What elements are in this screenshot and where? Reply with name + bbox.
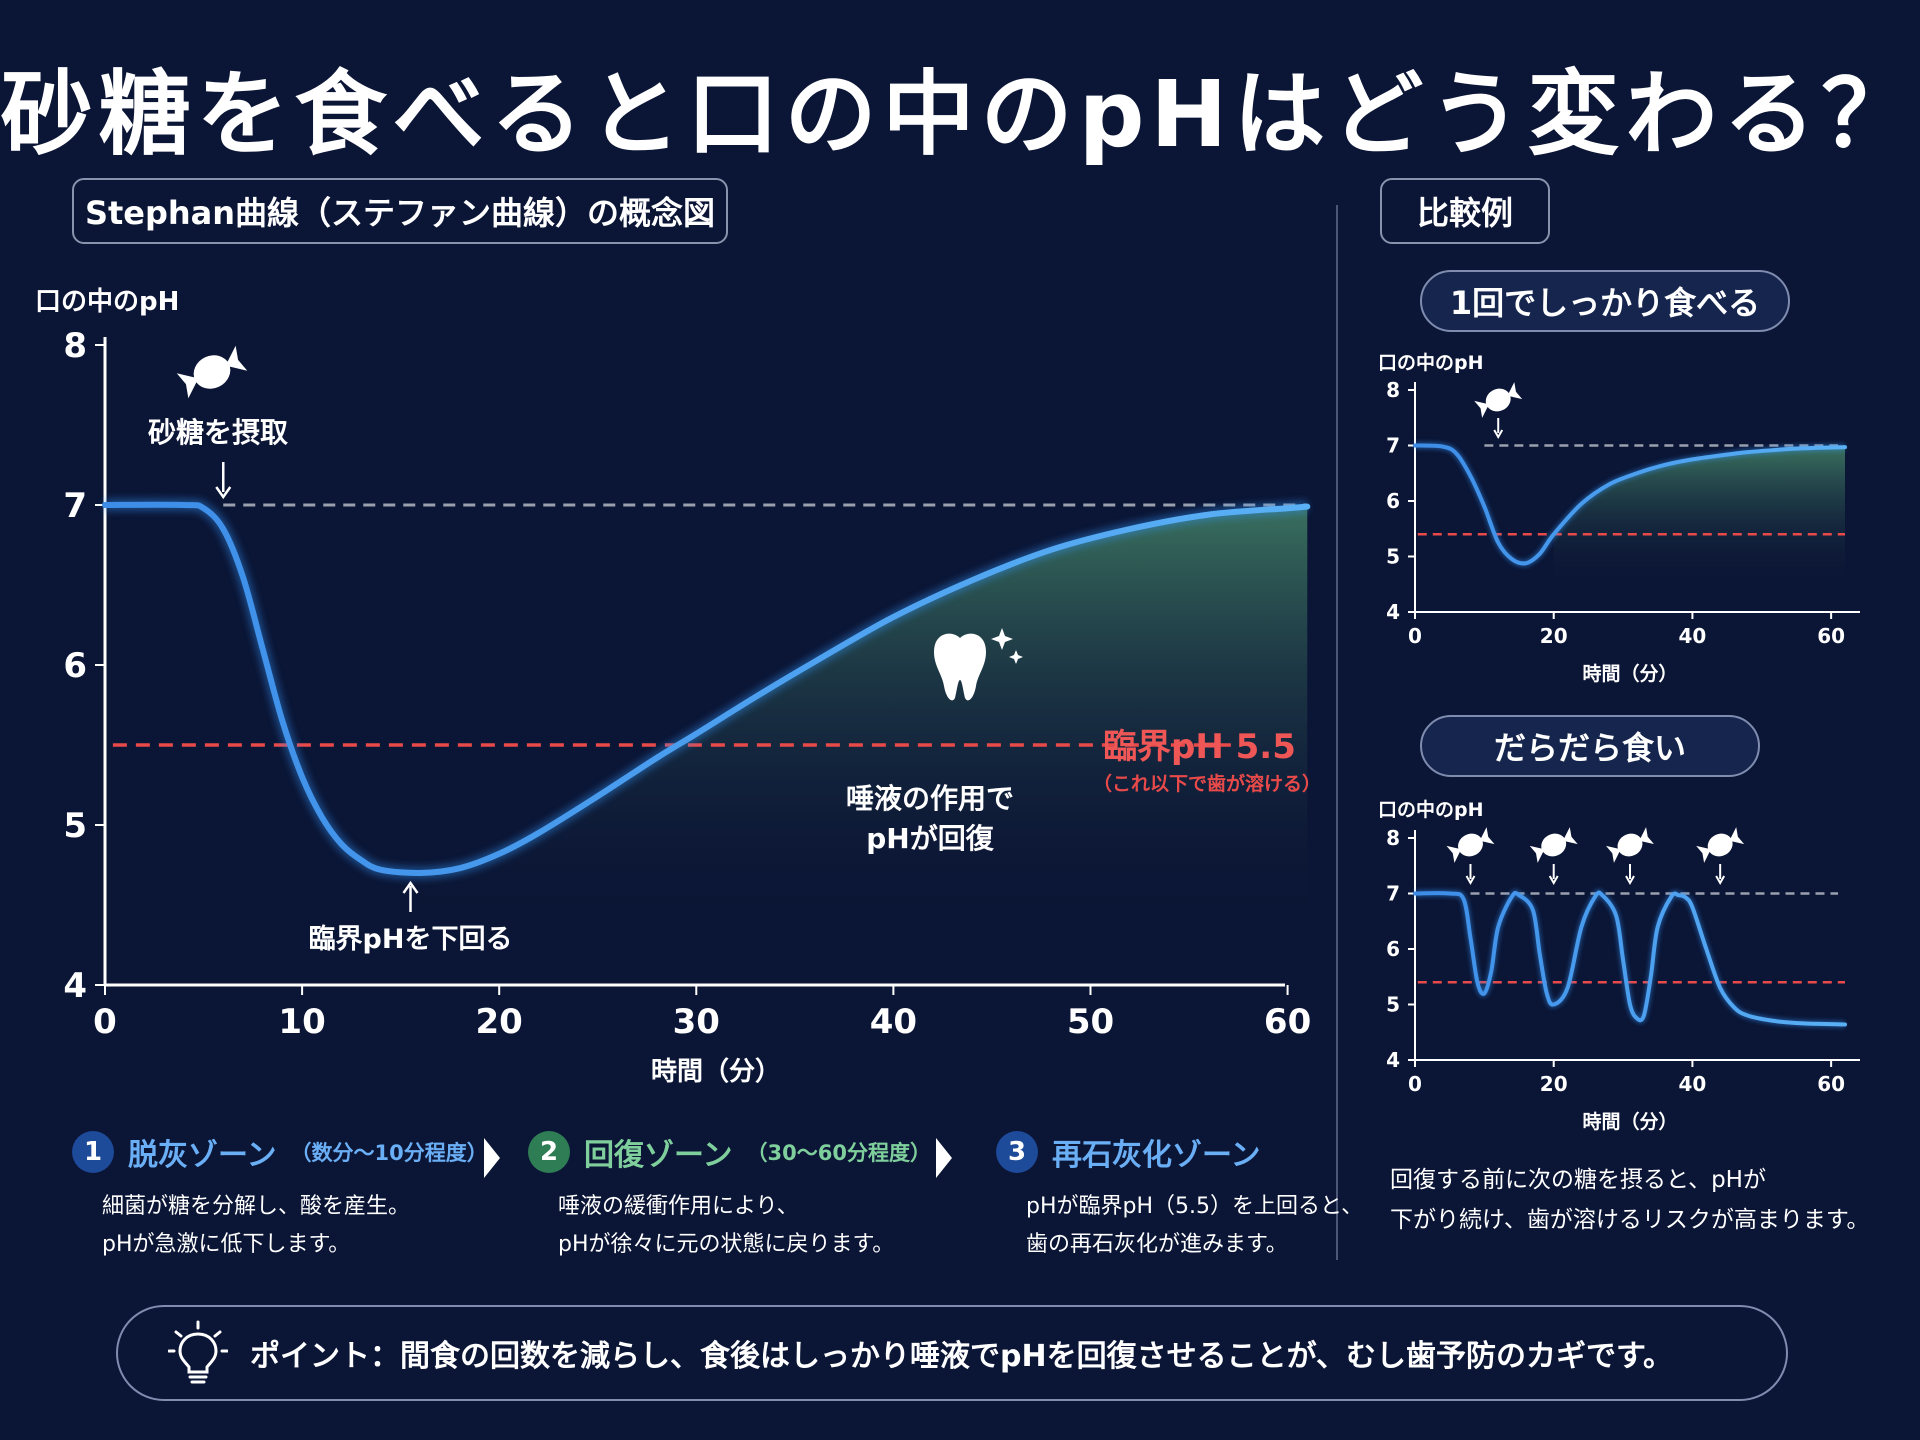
divider [1336, 205, 1338, 1260]
y-axis-label: 口の中のpH [1378, 798, 1484, 821]
tooth-icon [934, 628, 1023, 701]
recovery-area [1553, 447, 1845, 590]
sugar-arrow-head [1465, 875, 1476, 886]
zone-recovery: 2 回復ゾーン （30〜60分程度） 唾液の緩衝作用により、 pHが徐々に元の状… [528, 1130, 931, 1264]
y-tick-label: 6 [63, 646, 87, 686]
y-tick-label: 6 [1386, 937, 1400, 961]
zone-title: 再石灰化ゾーン [1052, 1138, 1261, 1173]
y-tick-label: 7 [63, 486, 87, 526]
x-axis-label: 時間（分） [1582, 662, 1677, 685]
zone-demineralization: 1 脱灰ゾーン （数分〜10分程度） 細菌が糖を分解し、酸を産生。 pHが急激に… [72, 1130, 488, 1264]
x-tick-label: 60 [1817, 624, 1845, 648]
zone-desc-line: pHが徐々に元の状態に戻ります。 [558, 1232, 895, 1257]
recovery-area [420, 506, 1308, 935]
x-tick-label: 40 [1678, 1072, 1706, 1096]
zone-desc-line: 歯の再石灰化が進みます。 [1026, 1232, 1288, 1257]
zone-title: 回復ゾーン [584, 1138, 733, 1173]
series-line [1413, 443, 1847, 566]
zone-number-badge: 2 [528, 1131, 570, 1173]
x-tick-label: 20 [1540, 1072, 1568, 1096]
y-tick-label: 4 [63, 966, 87, 1006]
compare-chart-single: 4 5 6 7 8 0 20 40 60 口の中のpH 時間（分） [1378, 351, 1860, 685]
compare-section-label: 比較例 [1380, 178, 1550, 244]
sugar-arrow-head [1493, 429, 1504, 440]
candy-icon [1446, 827, 1495, 863]
zone-number-badge: 3 [996, 1131, 1038, 1173]
x-tick-label: 60 [1264, 1002, 1311, 1042]
y-tick-label: 8 [1386, 378, 1400, 402]
y-tick-label: 5 [1386, 545, 1400, 569]
zone-range: （30〜60分程度） [746, 1141, 931, 1165]
x-axis-label: 時間（分） [651, 1057, 781, 1087]
series-line [102, 501, 1311, 877]
x-tick-label: 60 [1817, 1072, 1845, 1096]
sugar-arrow-head [1625, 875, 1635, 886]
zone-desc-line: 細菌が糖を分解し、酸を産生。 [102, 1194, 411, 1219]
zone-remineralization: 3 再石灰化ゾーン pHが臨界pH（5.5）を上回ると、 歯の再石灰化が進みます… [996, 1130, 1363, 1264]
compare-pill-single: 1回でしっかり食べる [1420, 270, 1790, 332]
x-tick-label: 0 [1408, 1072, 1422, 1096]
candy-icon [1529, 827, 1578, 863]
candy-icon [1474, 382, 1523, 418]
chevron-right-icon [484, 1138, 500, 1178]
y-tick-label: 5 [1386, 993, 1400, 1017]
compare-note-line: 回復する前に次の糖を摂ると、pHが [1390, 1167, 1766, 1193]
x-tick-label: 40 [870, 1002, 917, 1042]
zone-number-badge: 1 [72, 1131, 114, 1173]
chevron-right-icon [936, 1138, 952, 1178]
below-arrow-head [402, 880, 419, 894]
y-tick-label: 8 [1386, 826, 1400, 850]
y-tick-label: 8 [63, 326, 87, 366]
zone-title: 脱灰ゾーン [128, 1138, 277, 1173]
x-tick-label: 50 [1067, 1002, 1114, 1042]
saliva-label-line1: 唾液の作用で [846, 782, 1014, 815]
critical-ph-label: 臨界pH 5.5 [1103, 727, 1296, 767]
series-line [1413, 890, 1847, 1027]
sugar-arrow-head [1715, 875, 1726, 886]
y-axis-label: 口の中のpH [35, 287, 179, 317]
y-tick-label: 5 [63, 806, 87, 846]
y-tick-label: 7 [1386, 882, 1400, 906]
lightbulb-icon [168, 1320, 228, 1384]
compare-note: 回復する前に次の糖を摂ると、pHが 下がり続け、歯が溶けるリスクが高まります。 [1390, 1160, 1870, 1240]
x-tick-label: 40 [1678, 624, 1706, 648]
y-tick-label: 4 [1386, 600, 1400, 624]
critical-ph-sublabel: （これ以下で歯が溶ける） [1093, 772, 1320, 795]
x-tick-label: 0 [1408, 624, 1422, 648]
y-tick-label: 7 [1386, 434, 1400, 458]
x-tick-label: 20 [1540, 624, 1568, 648]
sugar-arrow-head [215, 486, 232, 500]
point-banner: ポイント：間食の回数を減らし、食後はしっかり唾液でpHを回復させることが、むし歯… [116, 1305, 1788, 1401]
sugar-arrow-head [1548, 875, 1559, 886]
compare-chart-grazing: 4 5 6 7 8 0 20 40 60 口の中のpH 時間（分） [1378, 798, 1860, 1133]
x-tick-label: 30 [673, 1002, 720, 1042]
sugar-intake-label: 砂糖を摂取 [148, 416, 288, 449]
point-text: ポイント：間食の回数を減らし、食後はしっかり唾液でpHを回復させることが、むし歯… [250, 1339, 1673, 1374]
candy-icon [1606, 827, 1654, 863]
below-critical-label: 臨界pHを下回る [309, 924, 513, 955]
compare-note-line: 下がり続け、歯が溶けるリスクが高まります。 [1390, 1207, 1870, 1233]
y-tick-label: 6 [1386, 489, 1400, 513]
y-axis-label: 口の中のpH [1378, 351, 1484, 374]
candy-icon [1696, 827, 1745, 863]
zone-desc-line: pHが急激に低下します。 [102, 1232, 351, 1257]
x-axis-label: 時間（分） [1582, 1110, 1677, 1133]
main-section-label: Stephan曲線（ステファン曲線）の概念図 [72, 178, 728, 244]
x-tick-label: 20 [476, 1002, 523, 1042]
saliva-label-line2: pHが回復 [866, 822, 994, 855]
y-tick-label: 4 [1386, 1048, 1400, 1072]
candy-icon [176, 345, 248, 399]
zone-desc-line: pHが臨界pH（5.5）を上回ると、 [1026, 1194, 1364, 1219]
zone-desc-line: 唾液の緩衝作用により、 [558, 1194, 799, 1219]
x-tick-label: 10 [278, 1002, 325, 1042]
compare-pill-grazing: だらだら食い [1420, 715, 1760, 777]
zone-range: （数分〜10分程度） [290, 1141, 488, 1165]
x-tick-label: 0 [93, 1002, 117, 1042]
page-title: 砂糖を食べると口の中のpHはどう変わる？ [0, 61, 1920, 168]
